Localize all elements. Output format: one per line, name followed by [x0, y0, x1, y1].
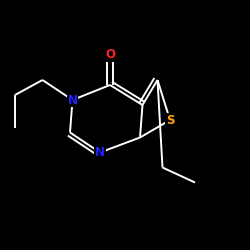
Text: O: O	[105, 48, 115, 62]
Text: N: N	[68, 94, 78, 106]
Text: S: S	[166, 114, 174, 126]
Text: N: N	[95, 146, 105, 159]
